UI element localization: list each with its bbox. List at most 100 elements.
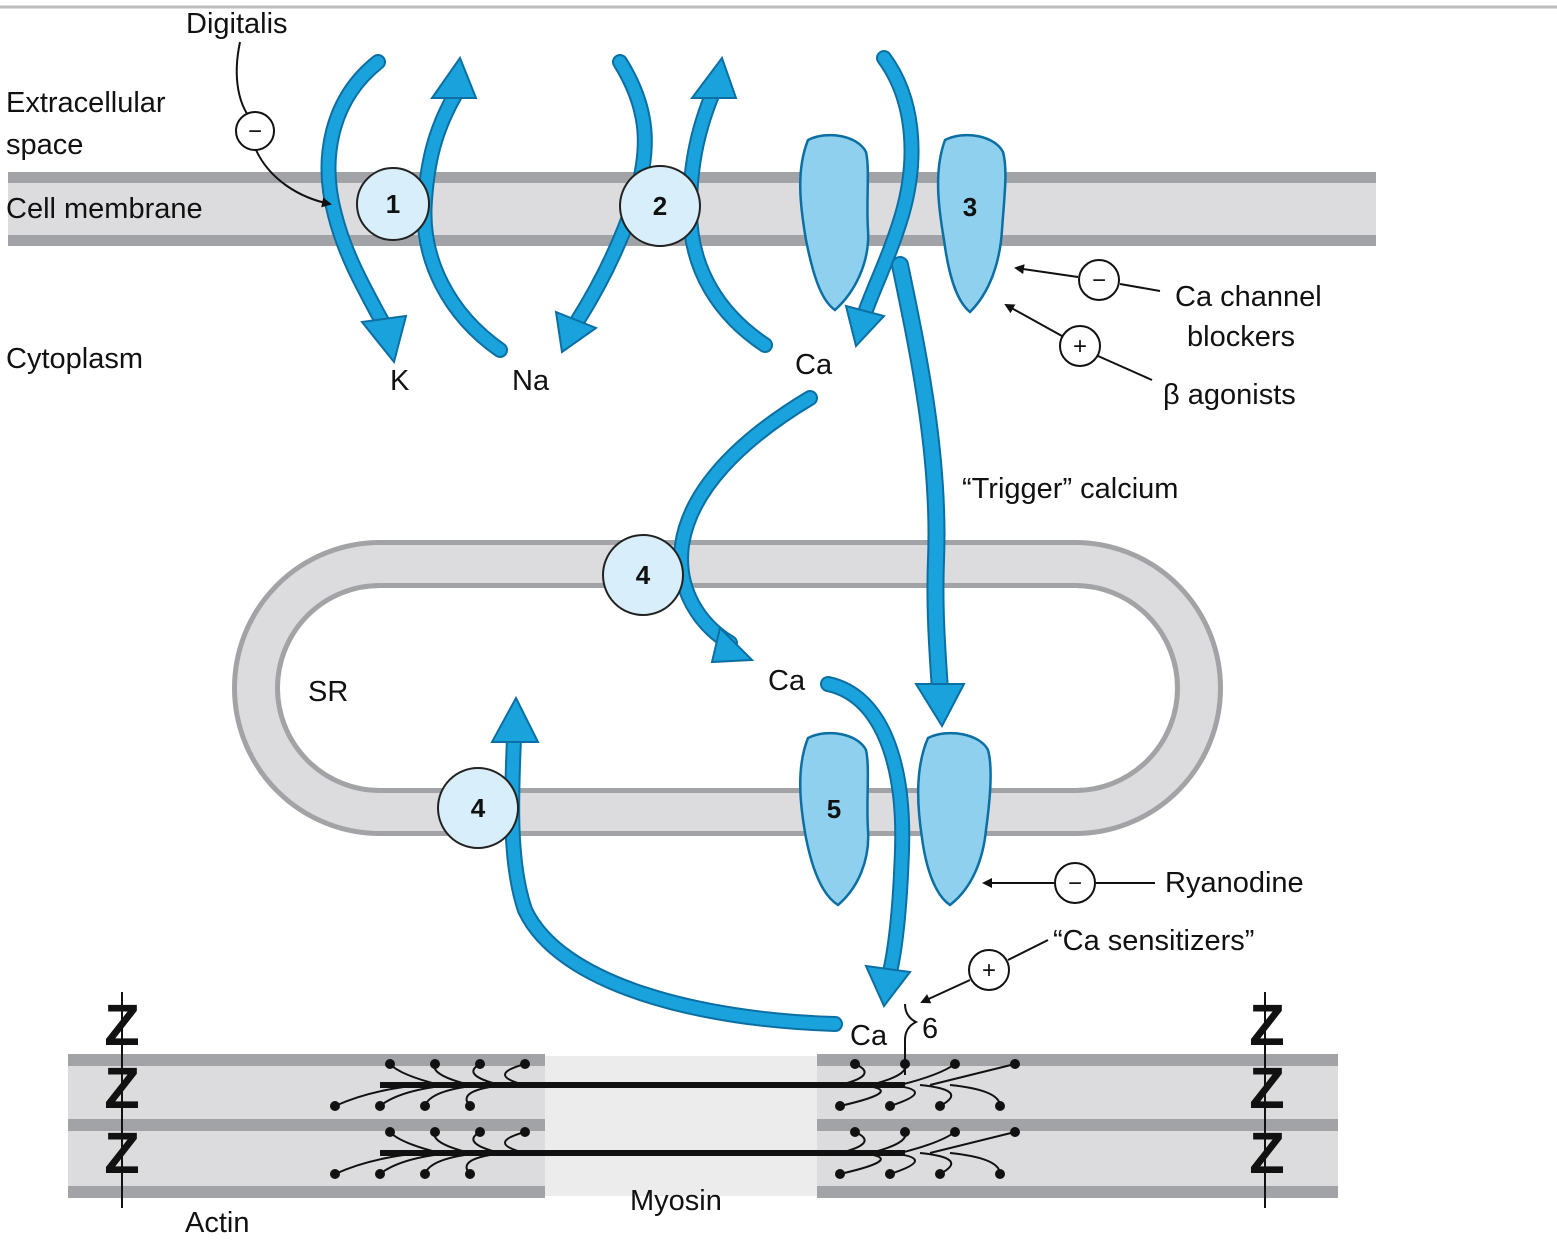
myosin-heads xyxy=(330,1059,1020,1179)
trigger-calcium-label: “Trigger” calcium xyxy=(962,473,1178,505)
myosin-head-dot xyxy=(850,1059,860,1069)
actin-filaments xyxy=(68,1054,1338,1198)
svg-text:+: + xyxy=(1073,333,1087,360)
myosin-head xyxy=(919,1084,953,1107)
protein-4-lower: 4 xyxy=(437,767,519,849)
myosin-head-dot xyxy=(900,1127,910,1137)
ca-cytoplasm-label: Ca xyxy=(795,349,833,381)
minus-sign-icon xyxy=(235,111,275,151)
myosin-head-dot xyxy=(520,1127,530,1137)
na-ion-label: Na xyxy=(512,365,550,397)
myosin-head-dot xyxy=(885,1169,895,1179)
ryanodine-label: Ryanodine xyxy=(1165,867,1304,899)
extracellular-label: Extracellular space xyxy=(6,87,166,161)
myosin-head xyxy=(504,1131,526,1154)
ca-sr-label: Ca xyxy=(768,665,806,697)
myosin-head-dot xyxy=(835,1101,845,1111)
myosin-label: Myosin xyxy=(630,1185,722,1217)
myosin-head-dot xyxy=(835,1169,845,1179)
z-label: Z xyxy=(1249,1056,1284,1121)
k-ion-label: K xyxy=(390,365,410,397)
myosin-head-dot xyxy=(465,1101,475,1111)
protein-3-label: 3 xyxy=(963,192,977,222)
sr-release-arrow xyxy=(820,676,912,1008)
myosin-head xyxy=(839,1152,882,1175)
minus-sign-icon xyxy=(1054,862,1096,904)
myosin-head-dot xyxy=(385,1127,395,1137)
myosin-head-dot xyxy=(935,1101,945,1111)
beta-agonists-label: β agonists xyxy=(1163,379,1296,411)
minus-sign-icon xyxy=(1078,259,1120,301)
ca-myofilament-label: Ca xyxy=(850,1020,888,1052)
myosin-head xyxy=(929,1131,1016,1154)
myosin-head xyxy=(889,1084,916,1107)
actin-label: Actin xyxy=(185,1207,249,1239)
svg-text:−: − xyxy=(1092,267,1106,294)
svg-text:−: − xyxy=(248,118,262,145)
myosin-head-dot xyxy=(475,1059,485,1069)
ca-channel-3 xyxy=(798,133,1007,314)
protein-2: 2 xyxy=(619,165,701,247)
sarcoplasmic-reticulum xyxy=(232,540,1223,836)
myosin-head-dot xyxy=(375,1169,385,1179)
myosin-head-dot xyxy=(850,1127,860,1137)
myosin-head-dot xyxy=(885,1101,895,1111)
ca-channel-blockers-label: Ca channel blockers xyxy=(1175,281,1322,353)
z-label: Z xyxy=(104,1121,139,1186)
z-label: Z xyxy=(1249,993,1284,1058)
cell-membrane-label: Cell membrane xyxy=(6,193,203,225)
digitalis-inhibition: − xyxy=(235,41,332,208)
sr-uptake-arrow xyxy=(673,390,818,664)
plus-sign-icon xyxy=(1059,325,1101,367)
myosin-head-dot xyxy=(330,1101,340,1111)
myosin-head-dot xyxy=(935,1169,945,1179)
sr-reuptake-arrow xyxy=(490,695,843,1032)
ca-sensitizers-activation: + xyxy=(920,939,1049,1004)
myosin-head-dot xyxy=(465,1169,475,1179)
myosin-head xyxy=(334,1152,421,1175)
z-label: Z xyxy=(1249,1121,1284,1186)
z-label: Z xyxy=(104,1056,139,1121)
ca-channel-modulators: − + xyxy=(1004,259,1161,381)
myosin-head-dot xyxy=(330,1169,340,1179)
plus-sign-icon xyxy=(968,949,1010,991)
troponin-brace xyxy=(904,1003,919,1075)
myosin-head xyxy=(929,1063,1016,1086)
myosin-head xyxy=(889,1152,916,1175)
cytoplasm-label: Cytoplasm xyxy=(6,343,143,375)
ca-sensitizers-label: “Ca sensitizers” xyxy=(1053,925,1254,957)
myosin-head-dot xyxy=(420,1169,430,1179)
protein-4-lower-label: 4 xyxy=(471,793,486,823)
myosin-head-dot xyxy=(420,1101,430,1111)
myosin-head-dot xyxy=(430,1059,440,1069)
ca-influx-arrows xyxy=(844,50,966,729)
myosin-head-dot xyxy=(1010,1127,1020,1137)
myosin-head-dot xyxy=(385,1059,395,1069)
protein-4-upper-label: 4 xyxy=(636,560,651,590)
sarcomere xyxy=(68,992,1338,1208)
digitalis-label: Digitalis xyxy=(186,8,288,40)
svg-text:+: + xyxy=(982,957,996,984)
z-lines xyxy=(121,992,1266,1208)
z-label: Z xyxy=(104,993,139,1058)
sr-label: SR xyxy=(308,676,348,708)
myosin-head xyxy=(504,1063,526,1086)
protein-2-label: 2 xyxy=(653,191,667,221)
myosin-head-dot xyxy=(995,1101,1005,1111)
myosin-head-dot xyxy=(950,1127,960,1137)
myosin-head-dot xyxy=(375,1101,385,1111)
myosin-head-dot xyxy=(950,1059,960,1069)
myosin-head xyxy=(919,1152,953,1175)
protein-4-upper: 4 xyxy=(602,534,684,616)
protein-1: 1 xyxy=(356,167,430,241)
protein-1-label: 1 xyxy=(386,189,400,219)
myosin-head-dot xyxy=(430,1127,440,1137)
myosin-head xyxy=(839,1084,882,1107)
myosin-head-dot xyxy=(1010,1059,1020,1069)
ryanodine-inhibition: − xyxy=(982,862,1155,904)
myosin-head-dot xyxy=(995,1169,1005,1179)
svg-text:−: − xyxy=(1068,870,1082,897)
myosin-head-dot xyxy=(475,1127,485,1137)
protein-5-label: 5 xyxy=(827,794,841,824)
